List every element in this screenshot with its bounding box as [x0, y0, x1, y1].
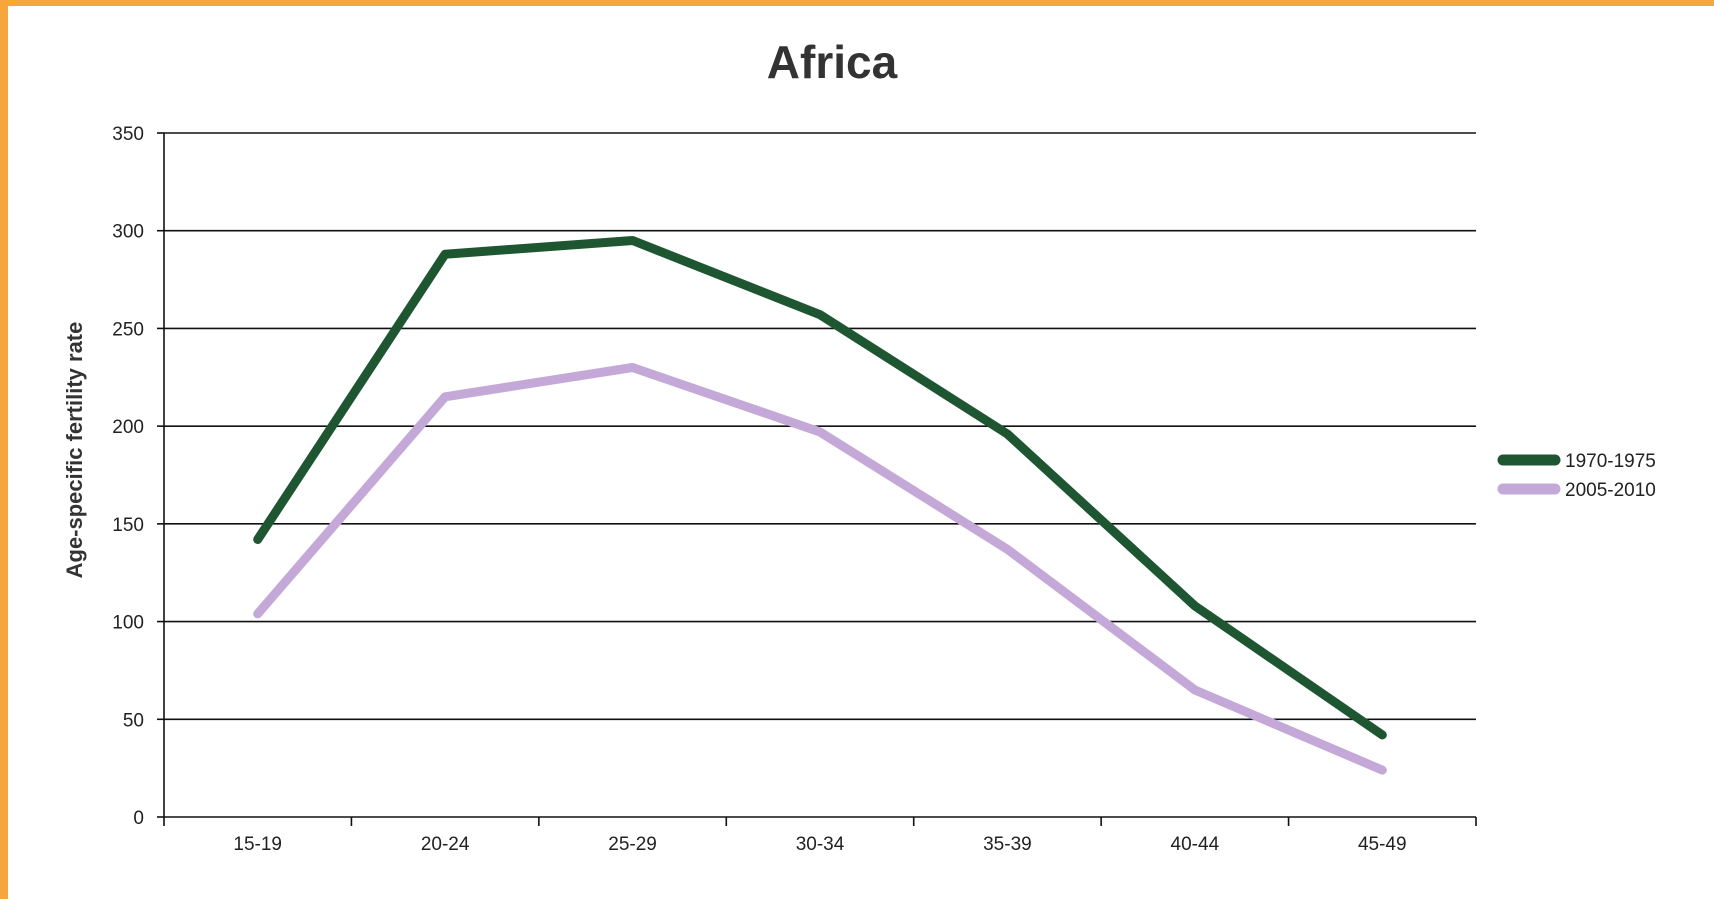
x-tick-label: 35-39: [983, 834, 1032, 855]
x-tick-label: 20-24: [421, 834, 470, 855]
x-tick-label: 15-19: [233, 834, 282, 855]
chart-title: Africa: [767, 36, 898, 88]
y-tick-label: 100: [112, 613, 144, 634]
x-axis: 15-19 20-24 25-29 30-34 35-39 40-44 45-49: [163, 816, 1477, 855]
y-axis-label: Age-specific fertility rate: [62, 322, 87, 579]
y-tick-label: 200: [112, 417, 144, 438]
y-axis: 0 50 100 150 200 250 300 350: [112, 124, 165, 829]
x-tick-label: 25-29: [608, 834, 657, 855]
legend-label: 2005-2010: [1565, 480, 1656, 501]
gridlines: [164, 132, 1476, 721]
y-tick-label: 0: [133, 808, 144, 829]
x-tick-label: 30-34: [796, 834, 845, 855]
y-tick-label: 50: [123, 710, 144, 731]
x-tick-label: 40-44: [1171, 834, 1220, 855]
y-tick-label: 150: [112, 515, 144, 536]
y-tick-label: 300: [112, 222, 144, 243]
y-tick-label: 250: [112, 319, 144, 340]
y-tick-label: 350: [112, 124, 144, 145]
legend-label: 1970-1975: [1565, 451, 1656, 472]
series-lines: [253, 236, 1387, 775]
x-tick-label: 45-49: [1358, 834, 1407, 855]
series-line-2005-2010: [253, 363, 1387, 775]
legend: 1970-1975 2005-2010: [1497, 451, 1656, 501]
